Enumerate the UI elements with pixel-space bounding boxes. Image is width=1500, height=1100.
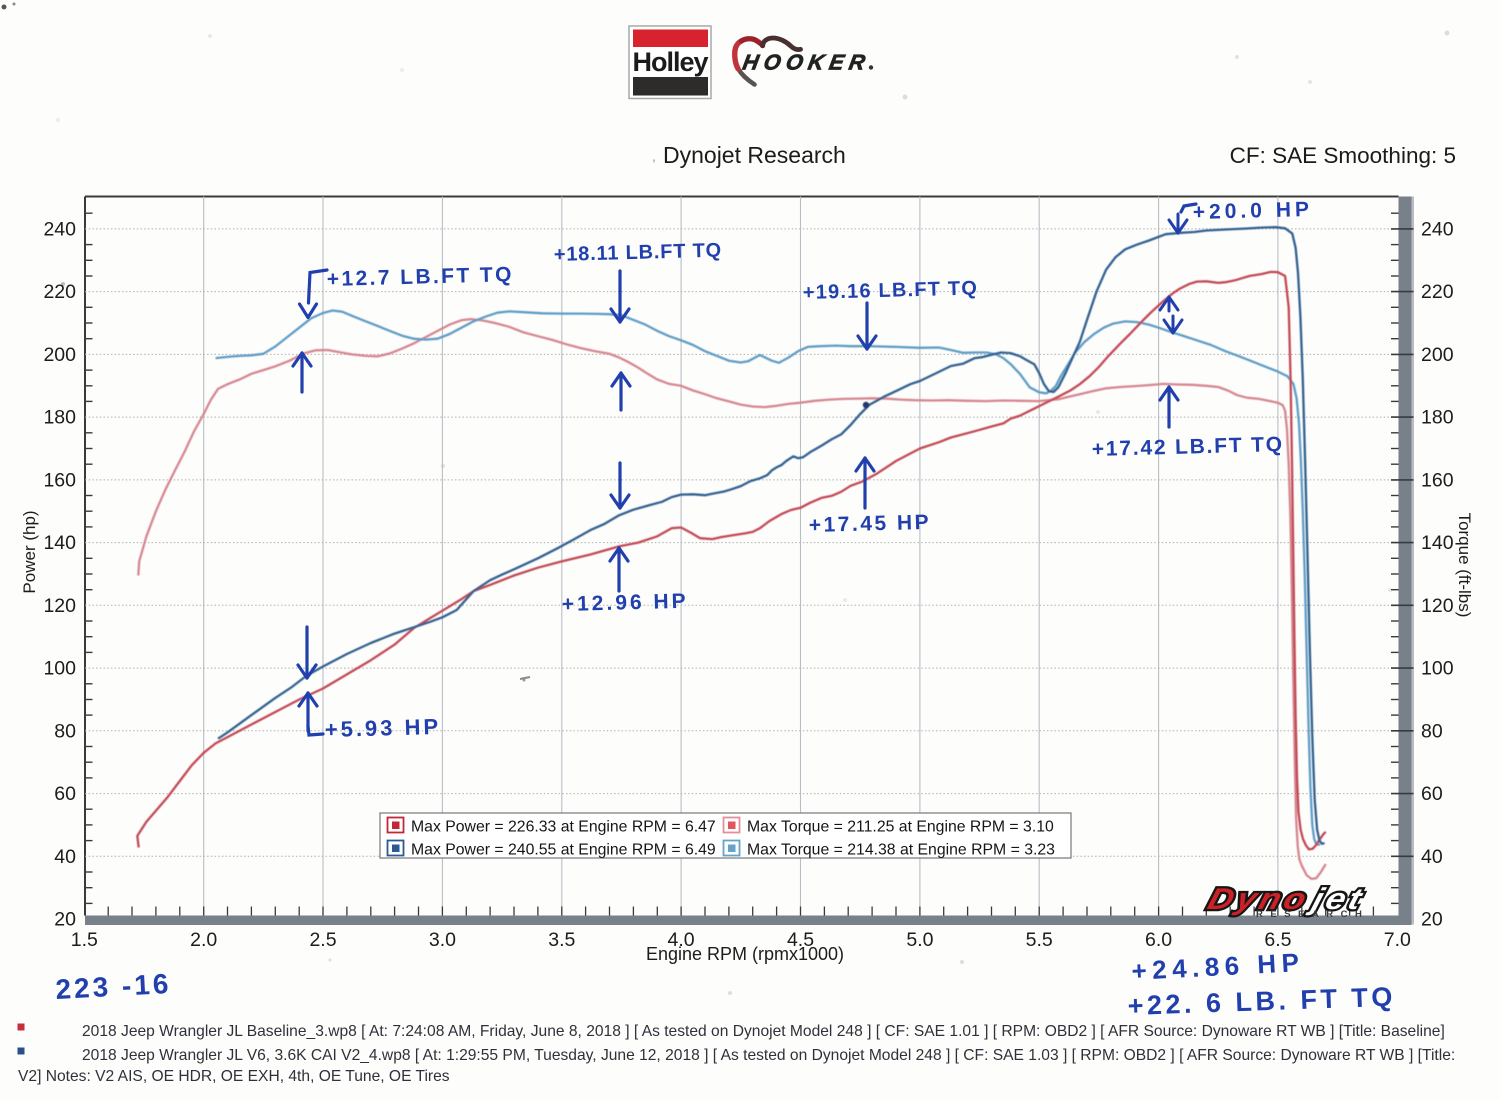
svg-text:2.5: 2.5 bbox=[309, 929, 336, 951]
svg-text:20: 20 bbox=[54, 909, 76, 931]
svg-text:HOOKER: HOOKER bbox=[741, 50, 873, 75]
svg-text:20: 20 bbox=[1421, 909, 1443, 931]
svg-text:5.5: 5.5 bbox=[1026, 929, 1053, 951]
svg-text:+19.16 LB.FT TQ: +19.16 LB.FT TQ bbox=[803, 277, 979, 304]
svg-text:RESEARCH: RESEARCH bbox=[1256, 909, 1369, 920]
svg-text:100: 100 bbox=[43, 658, 76, 680]
svg-text:240: 240 bbox=[43, 218, 76, 240]
svg-text:180: 180 bbox=[43, 407, 76, 429]
svg-text:6.0: 6.0 bbox=[1145, 929, 1172, 951]
svg-text:Dynojet Research: Dynojet Research bbox=[663, 142, 846, 168]
svg-text:+5.93 HP: +5.93 HP bbox=[324, 714, 441, 742]
svg-text:Max Torque = 214.38 at Engine: Max Torque = 214.38 at Engine RPM = 3.23 bbox=[747, 842, 1055, 859]
svg-text:Holley: Holley bbox=[632, 47, 708, 77]
svg-text:140: 140 bbox=[1421, 532, 1454, 554]
svg-text:+18.11 LB.FT TQ: +18.11 LB.FT TQ bbox=[554, 240, 723, 266]
svg-text:5.0: 5.0 bbox=[906, 929, 933, 951]
svg-text:4.5: 4.5 bbox=[787, 929, 814, 951]
svg-text:160: 160 bbox=[43, 469, 76, 491]
svg-text:+12.7 LB.FT TQ: +12.7 LB.FT TQ bbox=[327, 263, 515, 291]
svg-text:60: 60 bbox=[1421, 783, 1443, 805]
svg-text:V2] Notes: V2 AIS, OE HDR, OE: V2] Notes: V2 AIS, OE HDR, OE EXH, 4th, … bbox=[18, 1068, 450, 1085]
svg-text:160: 160 bbox=[1421, 469, 1454, 491]
svg-text:3.5: 3.5 bbox=[548, 929, 575, 951]
svg-text:+17.45 HP: +17.45 HP bbox=[809, 511, 932, 537]
svg-text:4.0: 4.0 bbox=[668, 929, 695, 951]
svg-text:+20.0 HP: +20.0 HP bbox=[1193, 198, 1314, 224]
svg-text:220: 220 bbox=[1421, 281, 1454, 303]
svg-text:40: 40 bbox=[54, 846, 76, 868]
svg-text:6.5: 6.5 bbox=[1264, 929, 1291, 951]
svg-text:180: 180 bbox=[1421, 407, 1454, 429]
svg-text:223 -16: 223 -16 bbox=[55, 968, 172, 1005]
svg-text:,: , bbox=[652, 148, 656, 164]
svg-text:220: 220 bbox=[43, 281, 76, 303]
svg-text:120: 120 bbox=[43, 595, 76, 617]
svg-text:Engine RPM (rpmx1000): Engine RPM (rpmx1000) bbox=[646, 944, 844, 964]
svg-text:120: 120 bbox=[1421, 595, 1454, 617]
svg-text:7.0: 7.0 bbox=[1384, 929, 1411, 951]
svg-text:200: 200 bbox=[1421, 344, 1454, 366]
svg-text:1.5: 1.5 bbox=[71, 929, 98, 951]
svg-text:2018 Jeep Wrangler JL Baseline: 2018 Jeep Wrangler JL Baseline_3.wp8 [ A… bbox=[82, 1023, 1445, 1040]
svg-text:2.0: 2.0 bbox=[190, 929, 217, 951]
svg-text:40: 40 bbox=[1421, 846, 1443, 868]
svg-text:3.0: 3.0 bbox=[429, 929, 456, 951]
svg-text:80: 80 bbox=[54, 720, 76, 742]
svg-text:200: 200 bbox=[43, 344, 76, 366]
svg-text:100: 100 bbox=[1421, 658, 1454, 680]
svg-text:Max Power = 226.33 at Engine R: Max Power = 226.33 at Engine RPM = 6.47 bbox=[411, 819, 716, 836]
svg-text:Torque (ft-lbs): Torque (ft-lbs) bbox=[1455, 513, 1474, 618]
svg-text:Power (hp): Power (hp) bbox=[20, 510, 39, 593]
svg-text:+17.42 LB.FT TQ: +17.42 LB.FT TQ bbox=[1092, 433, 1285, 461]
svg-text:CF: SAE Smoothing: 5: CF: SAE Smoothing: 5 bbox=[1230, 143, 1456, 168]
svg-text:80: 80 bbox=[1421, 720, 1443, 742]
svg-text:Dyno: Dyno bbox=[1204, 882, 1314, 916]
svg-text:240: 240 bbox=[1421, 218, 1454, 240]
svg-text:Max Torque = 211.25 at Engine: Max Torque = 211.25 at Engine RPM = 3.10 bbox=[747, 819, 1054, 836]
svg-text:Max Power = 240.55 at Engine R: Max Power = 240.55 at Engine RPM = 6.49 bbox=[411, 842, 716, 859]
svg-text:60: 60 bbox=[54, 783, 76, 805]
svg-text:2018 Jeep Wrangler JL V6, 3.6K: 2018 Jeep Wrangler JL V6, 3.6K CAI V2_4.… bbox=[82, 1047, 1455, 1064]
svg-text:140: 140 bbox=[43, 532, 76, 554]
svg-text:+12.96 HP: +12.96 HP bbox=[562, 590, 689, 616]
